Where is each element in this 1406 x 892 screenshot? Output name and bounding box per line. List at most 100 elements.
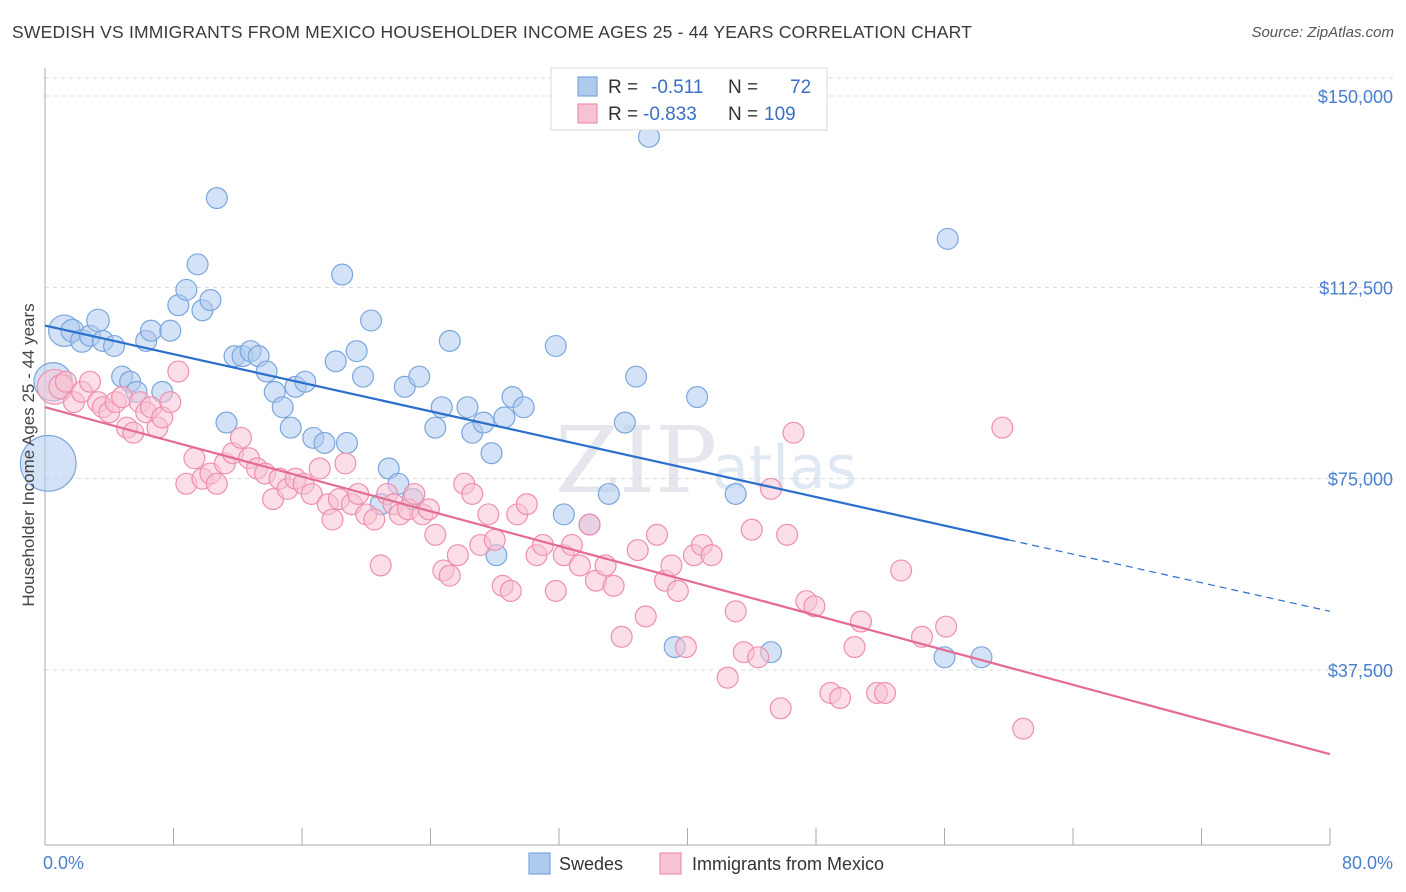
y-tick-labels: $37,500 $75,000 $112,500 $150,000 <box>1318 87 1393 681</box>
source-attribution: Source: ZipAtlas.com <box>1251 24 1394 41</box>
trend-lines <box>44 324 1331 756</box>
data-point <box>424 523 447 546</box>
data-point <box>483 528 506 551</box>
mexico-trend-line <box>44 406 1331 756</box>
data-point <box>568 554 591 577</box>
data-point <box>776 523 799 546</box>
data-point <box>686 385 709 409</box>
data-point <box>700 544 723 567</box>
data-point <box>334 452 357 475</box>
x-tick-label: 80.0% <box>1342 853 1393 873</box>
data-point <box>159 391 182 414</box>
bottom-legend-swedes-label: Swedes <box>559 854 623 874</box>
y-tick-label: $37,500 <box>1328 661 1393 681</box>
data-point <box>634 605 657 628</box>
y-tick-label: $112,500 <box>1319 278 1393 298</box>
data-point <box>645 523 669 546</box>
legend-swedes-r-label: R = <box>608 77 638 98</box>
data-point <box>279 416 302 439</box>
data-point <box>54 370 77 393</box>
data-point <box>321 508 344 531</box>
gridlines <box>45 77 1395 671</box>
data-point <box>215 411 238 434</box>
data-point <box>610 625 633 648</box>
data-point <box>477 503 500 526</box>
data-point <box>139 319 163 342</box>
chart-title: SWEDISH VS IMMIGRANTS FROM MEXICO HOUSEH… <box>12 22 973 42</box>
data-point <box>360 309 383 332</box>
data-point <box>890 559 913 582</box>
bottom-legend-mexico-swatch <box>659 852 682 875</box>
data-point <box>740 518 763 541</box>
data-point <box>935 615 958 638</box>
data-point <box>803 595 826 618</box>
bottom-legend-mexico-label: Immigrants from Mexico <box>692 854 884 874</box>
data-point <box>716 666 739 689</box>
legend-mexico-swatch <box>577 103 598 124</box>
data-point <box>331 263 354 286</box>
data-point <box>480 442 503 465</box>
legend-swedes-r-value: -0.511 <box>651 77 703 98</box>
data-point <box>602 574 625 597</box>
data-point <box>597 482 620 506</box>
data-point <box>255 360 278 383</box>
data-point <box>512 396 535 419</box>
y-tick-label: $150,000 <box>1318 87 1393 107</box>
data-point <box>552 503 575 526</box>
legend-mexico-n-value: 109 <box>764 104 796 125</box>
legend-mexico-r-label: R = <box>608 104 638 125</box>
data-point <box>625 365 648 388</box>
data-point <box>424 416 447 439</box>
bottom-legend-swedes-swatch <box>528 852 551 875</box>
swedes-trend-line <box>44 324 1009 541</box>
data-point <box>335 431 359 454</box>
data-point <box>613 411 636 434</box>
swedes-trend-extension <box>1008 539 1331 612</box>
data-point <box>747 646 770 669</box>
data-point <box>499 579 522 602</box>
data-point <box>229 426 252 449</box>
data-point <box>666 579 689 602</box>
data-point <box>363 508 386 531</box>
data-point <box>175 278 198 301</box>
data-point <box>782 421 805 444</box>
data-point <box>403 482 426 506</box>
data-point <box>660 554 683 577</box>
data-point <box>461 482 484 506</box>
data-point <box>769 697 792 720</box>
data-point <box>352 365 375 388</box>
data-point <box>86 308 110 333</box>
data-point <box>167 360 190 383</box>
data-point <box>874 681 897 704</box>
data-point <box>493 406 516 429</box>
data-point <box>78 370 102 393</box>
data-point <box>843 636 866 659</box>
data-point <box>446 544 469 567</box>
data-point <box>122 421 145 444</box>
data-point <box>159 319 182 342</box>
data-point <box>199 289 222 312</box>
mexico-points <box>36 360 1035 740</box>
legend-swedes-n-value: 72 <box>790 77 811 98</box>
watermark: ZIP atlas <box>555 407 857 514</box>
data-point <box>1012 717 1035 740</box>
legend-box: R = -0.511 N = 72 R = -0.833 N = 109 <box>550 67 828 131</box>
data-point <box>313 431 336 454</box>
legend-swedes-n-label: N = <box>728 77 758 98</box>
data-point <box>724 600 747 623</box>
legend-mexico-r-value: -0.833 <box>643 104 697 125</box>
data-point <box>515 493 538 516</box>
legend-mexico-n-label: N = <box>728 104 758 125</box>
data-point <box>205 472 228 495</box>
data-point <box>544 334 567 358</box>
data-point <box>531 533 554 557</box>
data-point <box>417 498 440 521</box>
data-point <box>271 396 294 419</box>
x-tick-labels: 0.0% 80.0% <box>43 853 1393 873</box>
data-point <box>308 457 331 480</box>
data-point <box>626 539 649 562</box>
bottom-legend: Swedes Immigrants from Mexico <box>528 852 884 875</box>
data-point <box>345 340 368 363</box>
data-point <box>991 416 1014 439</box>
